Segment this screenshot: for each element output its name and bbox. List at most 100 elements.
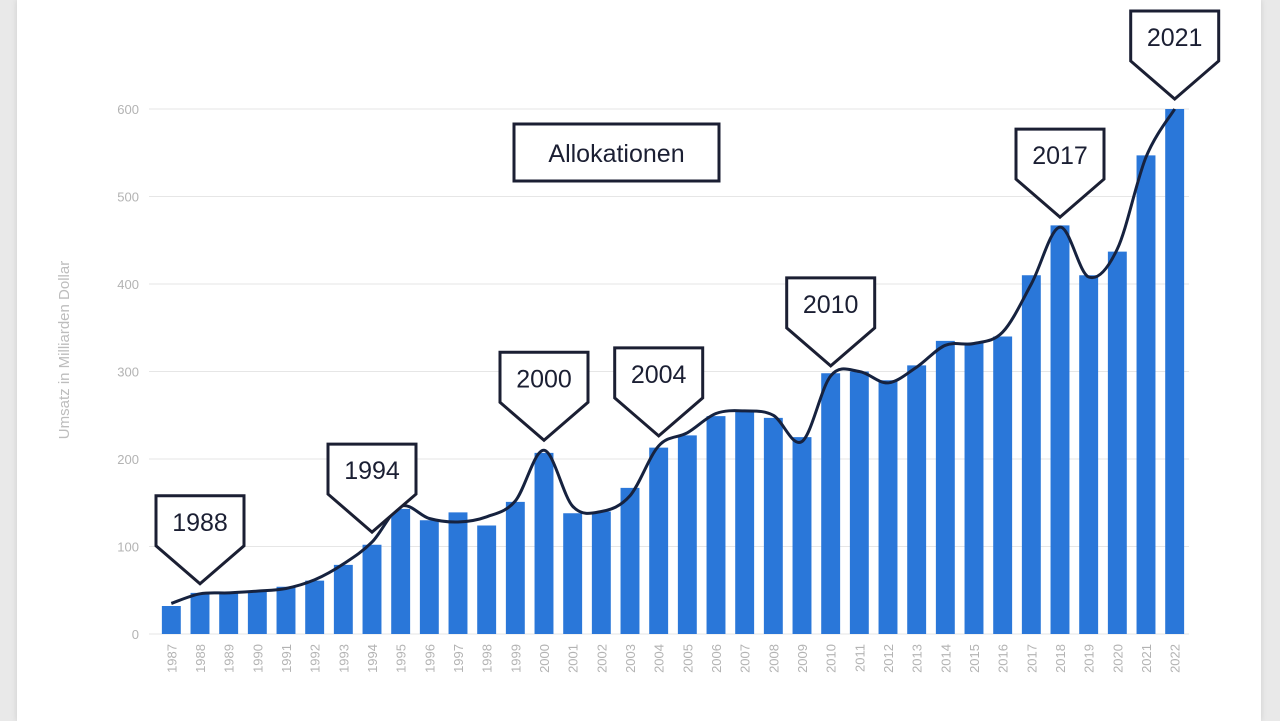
y-tick-label: 0 [132, 627, 139, 642]
bar-1987 [161, 606, 181, 634]
bar-2011 [849, 371, 869, 634]
trend-line [170, 108, 1176, 605]
bar-2002 [591, 511, 611, 634]
callout-arrow-1988 [154, 494, 246, 586]
bar-2014 [935, 340, 955, 634]
bar-2012 [878, 380, 898, 634]
callout-arrow-2010 [785, 276, 877, 368]
bar-1995 [391, 508, 411, 634]
x-tick-label: 1991 [279, 644, 294, 673]
bar-2003 [620, 487, 640, 634]
allocations-box [512, 122, 721, 183]
bar-2010 [821, 373, 841, 634]
bar-2015 [964, 342, 984, 634]
x-tick-label: 2016 [996, 644, 1011, 673]
x-tick-label: 2005 [680, 644, 695, 673]
x-tick-label: 1992 [308, 644, 323, 673]
x-tick-label: 2004 [652, 644, 667, 673]
bar-1998 [477, 525, 497, 634]
x-tick-label: 2008 [766, 644, 781, 673]
x-tick-label: 1990 [250, 644, 265, 673]
bar-1989 [219, 592, 239, 634]
callout-arrow-2021 [1129, 9, 1221, 101]
bar-2004 [649, 447, 669, 634]
x-tick-label: 2020 [1110, 644, 1125, 673]
callout-label-2000: 2000 [516, 365, 572, 393]
callout-arrow-1994 [326, 442, 418, 535]
bar-2019 [1079, 275, 1099, 634]
bar-2021 [1136, 155, 1156, 634]
x-tick-label: 2011 [852, 644, 867, 672]
bar-2005 [677, 435, 697, 634]
y-tick-label: 400 [117, 277, 139, 292]
x-tick-label: 1998 [480, 644, 495, 673]
y-tick-label: 500 [117, 190, 139, 205]
bar-1990 [247, 591, 267, 634]
bar-1992 [305, 580, 325, 634]
bar-1996 [419, 520, 439, 634]
bar-2020 [1107, 251, 1127, 634]
bar-2013 [907, 365, 927, 634]
bar-1988 [190, 592, 210, 634]
bar-2007 [735, 410, 755, 634]
bar-2022 [1165, 109, 1185, 634]
bar-2001 [563, 513, 583, 634]
x-tick-label: 1996 [422, 644, 437, 673]
y-tick-label: 100 [117, 540, 139, 555]
x-tick-label: 1989 [222, 644, 237, 673]
x-tick-label: 2013 [910, 644, 925, 673]
x-tick-label: 2022 [1168, 644, 1183, 673]
x-tick-label: 2012 [881, 644, 896, 673]
callout-arrow-2017 [1014, 127, 1106, 220]
x-tick-label: 2017 [1024, 644, 1039, 673]
x-tick-label: 2007 [738, 644, 753, 673]
x-tick-label: 2021 [1139, 644, 1154, 673]
bar-2000 [534, 452, 554, 634]
x-tick-label: 2014 [938, 644, 953, 673]
bar-2017 [1021, 275, 1041, 634]
x-tick-label: 2002 [594, 644, 609, 673]
bar-2009 [792, 437, 812, 634]
bar-1999 [505, 501, 525, 634]
x-tick-label: 1994 [365, 644, 380, 673]
y-axis-ticks: 0 100 200 300 400 500 600 [117, 102, 139, 642]
callout-arrow-2000 [498, 350, 590, 443]
x-tick-label: 2010 [824, 644, 839, 673]
x-tick-label: 1993 [336, 644, 351, 673]
x-tick-label: 1999 [508, 644, 523, 673]
annotations: Allokationen 1988 1994 2000 2004 2010 2017 2021 [154, 9, 1221, 586]
trend-line-group [170, 108, 1176, 605]
bars [161, 109, 1185, 634]
callout-label-2004: 2004 [631, 361, 687, 389]
bar-2008 [763, 417, 783, 634]
bar-1997 [448, 512, 468, 634]
callout-label-1994: 1994 [344, 457, 400, 485]
x-tick-label: 1988 [193, 644, 208, 673]
callout-label-1988: 1988 [172, 509, 228, 537]
callout-label-2010: 2010 [803, 291, 859, 319]
x-tick-label: 1987 [164, 644, 179, 673]
bar-2018 [1050, 225, 1070, 634]
x-tick-label: 1997 [451, 644, 466, 673]
x-tick-label: 1995 [394, 644, 409, 673]
bar-1993 [333, 564, 353, 634]
x-tick-label: 2009 [795, 644, 810, 673]
x-axis-ticks: 1987 1988 1989 1990 1991 1992 1993 1994 1995 1996… [164, 644, 1182, 673]
x-tick-label: 2015 [967, 644, 982, 673]
x-tick-label: 2006 [709, 644, 724, 673]
x-tick-label: 2018 [1053, 644, 1068, 673]
x-tick-label: 2019 [1082, 644, 1097, 673]
callout-label-2021: 2021 [1147, 24, 1203, 52]
y-axis-label: Umsatz in Milliarden Dollar [56, 261, 73, 439]
bar-2006 [706, 416, 726, 634]
x-tick-label: 2000 [537, 644, 552, 673]
callout-label-2017: 2017 [1032, 142, 1088, 170]
bar-2016 [993, 336, 1013, 634]
x-tick-label: 2001 [566, 644, 581, 673]
x-tick-label: 2003 [623, 644, 638, 673]
y-tick-label: 600 [117, 102, 139, 117]
bar-1994 [362, 544, 382, 634]
allocations-label: Allokationen [548, 140, 684, 168]
y-tick-label: 200 [117, 452, 139, 467]
